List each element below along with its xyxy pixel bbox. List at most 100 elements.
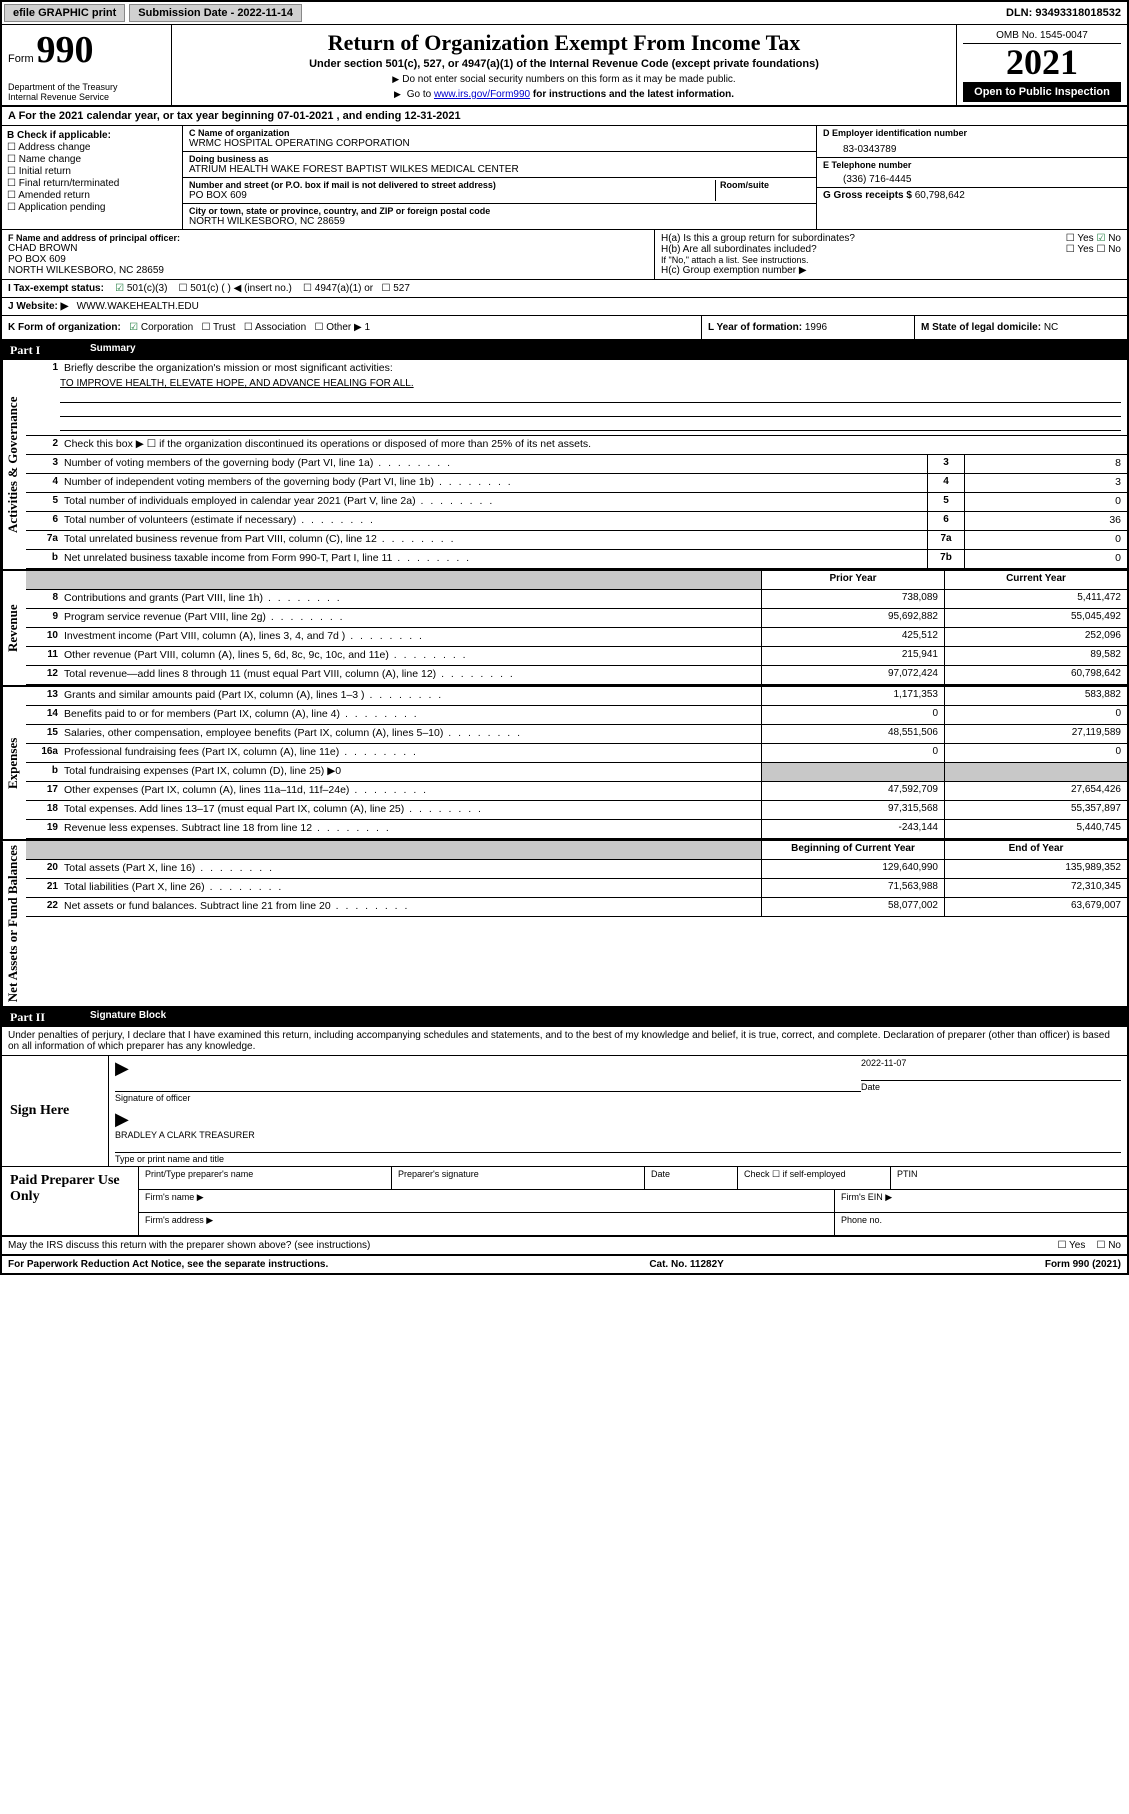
end-year-val: 72,310,345 — [944, 879, 1127, 897]
mission-area: TO IMPROVE HEALTH, ELEVATE HOPE, AND ADV… — [26, 378, 1127, 436]
line-cellno: 7a — [927, 531, 964, 549]
line-desc: Total expenses. Add lines 13–17 (must eq… — [62, 801, 761, 819]
current-year-val: 583,882 — [944, 687, 1127, 705]
addr-value: PO BOX 609 — [189, 190, 715, 201]
line-no: 14 — [26, 706, 62, 724]
k-assoc[interactable]: Association — [244, 322, 306, 333]
part2-title: Signature Block — [90, 1010, 166, 1025]
i-4947[interactable]: 4947(a)(1) or — [303, 283, 373, 294]
hb-no[interactable]: No — [1096, 244, 1121, 255]
line-no: 3 — [26, 455, 62, 473]
pp-date-label: Date — [645, 1167, 738, 1189]
line-desc: Contributions and grants (Part VIII, lin… — [62, 590, 761, 608]
hb-note: If "No," attach a list. See instructions… — [661, 255, 1121, 265]
prior-year-val: 95,692,882 — [761, 609, 944, 627]
dba-label: Doing business as — [189, 154, 810, 164]
k-trust[interactable]: Trust — [201, 322, 235, 333]
line-cellno: 5 — [927, 493, 964, 511]
current-year-val: 60,798,642 — [944, 666, 1127, 684]
prior-year-val: 97,315,568 — [761, 801, 944, 819]
officer-addr2: NORTH WILKESBORO, NC 28659 — [8, 265, 648, 276]
line-no: 20 — [26, 860, 62, 878]
tax-year-line: A For the 2021 calendar year, or tax yea… — [2, 107, 1127, 126]
form-footer: For Paperwork Reduction Act Notice, see … — [2, 1256, 1127, 1273]
org-name: WRMC HOSPITAL OPERATING CORPORATION — [189, 138, 810, 149]
end-year-val: 135,989,352 — [944, 860, 1127, 878]
vert-expenses: Expenses — [2, 687, 26, 839]
officer-addr1: PO BOX 609 — [8, 254, 648, 265]
k-corp[interactable]: Corporation — [129, 322, 193, 333]
line-no: 5 — [26, 493, 62, 511]
end-year-val: 63,679,007 — [944, 898, 1127, 916]
vert-revenue: Revenue — [2, 571, 26, 685]
table-row: 13 Grants and similar amounts paid (Part… — [26, 687, 1127, 706]
pp-self-emp[interactable]: Check ☐ if self-employed — [738, 1167, 891, 1189]
line-no: 22 — [26, 898, 62, 916]
i-501c3[interactable]: 501(c)(3) — [115, 283, 167, 294]
sig-date-value: 2022-11-07 — [861, 1058, 1121, 1068]
chk-amended[interactable]: Amended return — [7, 190, 177, 201]
line-no: 6 — [26, 512, 62, 530]
dba-value: ATRIUM HEALTH WAKE FOREST BAPTIST WILKES… — [189, 164, 810, 175]
current-year-val: 252,096 — [944, 628, 1127, 646]
line-desc: Program service revenue (Part VIII, line… — [62, 609, 761, 627]
k-label: K Form of organization: — [8, 322, 121, 333]
line-value: 0 — [964, 550, 1127, 568]
line-desc: Total liabilities (Part X, line 26) — [62, 879, 761, 897]
line-no: 10 — [26, 628, 62, 646]
ha-yes[interactable]: Yes — [1066, 233, 1094, 244]
goto-pre: Go to — [407, 89, 434, 100]
i-527[interactable]: 527 — [381, 283, 409, 294]
irs-link[interactable]: www.irs.gov/Form990 — [434, 89, 530, 100]
ha-label: H(a) Is this a group return for subordin… — [661, 233, 855, 244]
i-501c[interactable]: 501(c) ( ) ◀ (insert no.) — [179, 283, 292, 294]
k-other[interactable]: Other ▶ — [315, 322, 362, 333]
block-b-header: B Check if applicable: — [7, 130, 177, 141]
ssn-warning: Do not enter social security numbers on … — [178, 74, 950, 85]
chk-name-change[interactable]: Name change — [7, 154, 177, 165]
officer-typed-name: BRADLEY A CLARK TREASURER — [115, 1130, 1121, 1140]
line-cellno: 3 — [927, 455, 964, 473]
l1-desc: Briefly describe the organization's miss… — [62, 360, 1127, 378]
efile-print-button[interactable]: efile GRAPHIC print — [4, 4, 125, 22]
chk-address-change[interactable]: Address change — [7, 142, 177, 153]
instructions-link-row: Go to www.irs.gov/Form990 for instructio… — [178, 89, 950, 100]
hc-label: H(c) Group exemption number ▶ — [661, 265, 1121, 276]
line-value: 8 — [964, 455, 1127, 473]
sig-date-label: Date — [861, 1080, 1121, 1092]
block-fh: F Name and address of principal officer:… — [2, 230, 1127, 280]
footer-mid: Cat. No. 11282Y — [649, 1259, 723, 1270]
discuss-no[interactable]: No — [1096, 1240, 1121, 1251]
section-netassets: Net Assets or Fund Balances Beginning of… — [2, 841, 1127, 1008]
pp-sig-label: Preparer's signature — [392, 1167, 645, 1189]
block-b: B Check if applicable: Address change Na… — [2, 126, 183, 229]
block-h: H(a) Is this a group return for subordin… — [655, 230, 1127, 279]
tax-year: 2021 — [963, 44, 1121, 80]
col-prior-year: Prior Year — [761, 571, 944, 589]
footer-left: For Paperwork Reduction Act Notice, see … — [8, 1259, 328, 1270]
line-no: 18 — [26, 801, 62, 819]
chk-app-pending[interactable]: Application pending — [7, 202, 177, 213]
chk-final-return[interactable]: Final return/terminated — [7, 178, 177, 189]
table-row: 15 Salaries, other compensation, employe… — [26, 725, 1127, 744]
line-no: 12 — [26, 666, 62, 684]
part2-label: Part II — [10, 1010, 90, 1025]
table-row: 18 Total expenses. Add lines 13–17 (must… — [26, 801, 1127, 820]
line-desc: Total number of volunteers (estimate if … — [62, 512, 927, 530]
line-no: 19 — [26, 820, 62, 838]
room-label: Room/suite — [720, 180, 810, 190]
hb-yes[interactable]: Yes — [1066, 244, 1094, 255]
discuss-yes[interactable]: Yes — [1057, 1240, 1085, 1251]
chk-initial-return[interactable]: Initial return — [7, 166, 177, 177]
ha-no[interactable]: No — [1096, 233, 1121, 244]
current-year-val: 27,654,426 — [944, 782, 1127, 800]
city-value: NORTH WILKESBORO, NC 28659 — [189, 216, 810, 227]
current-year-val: 0 — [944, 706, 1127, 724]
open-public: Open to Public Inspection — [963, 82, 1121, 102]
prior-year-val: 1,171,353 — [761, 687, 944, 705]
line-desc: Number of voting members of the governin… — [62, 455, 927, 473]
gross-value: 60,798,642 — [915, 190, 965, 201]
goto-post: for instructions and the latest informat… — [533, 89, 734, 100]
section-governance: Activities & Governance 1 Briefly descri… — [2, 360, 1127, 571]
entity-info-block: B Check if applicable: Address change Na… — [2, 126, 1127, 230]
